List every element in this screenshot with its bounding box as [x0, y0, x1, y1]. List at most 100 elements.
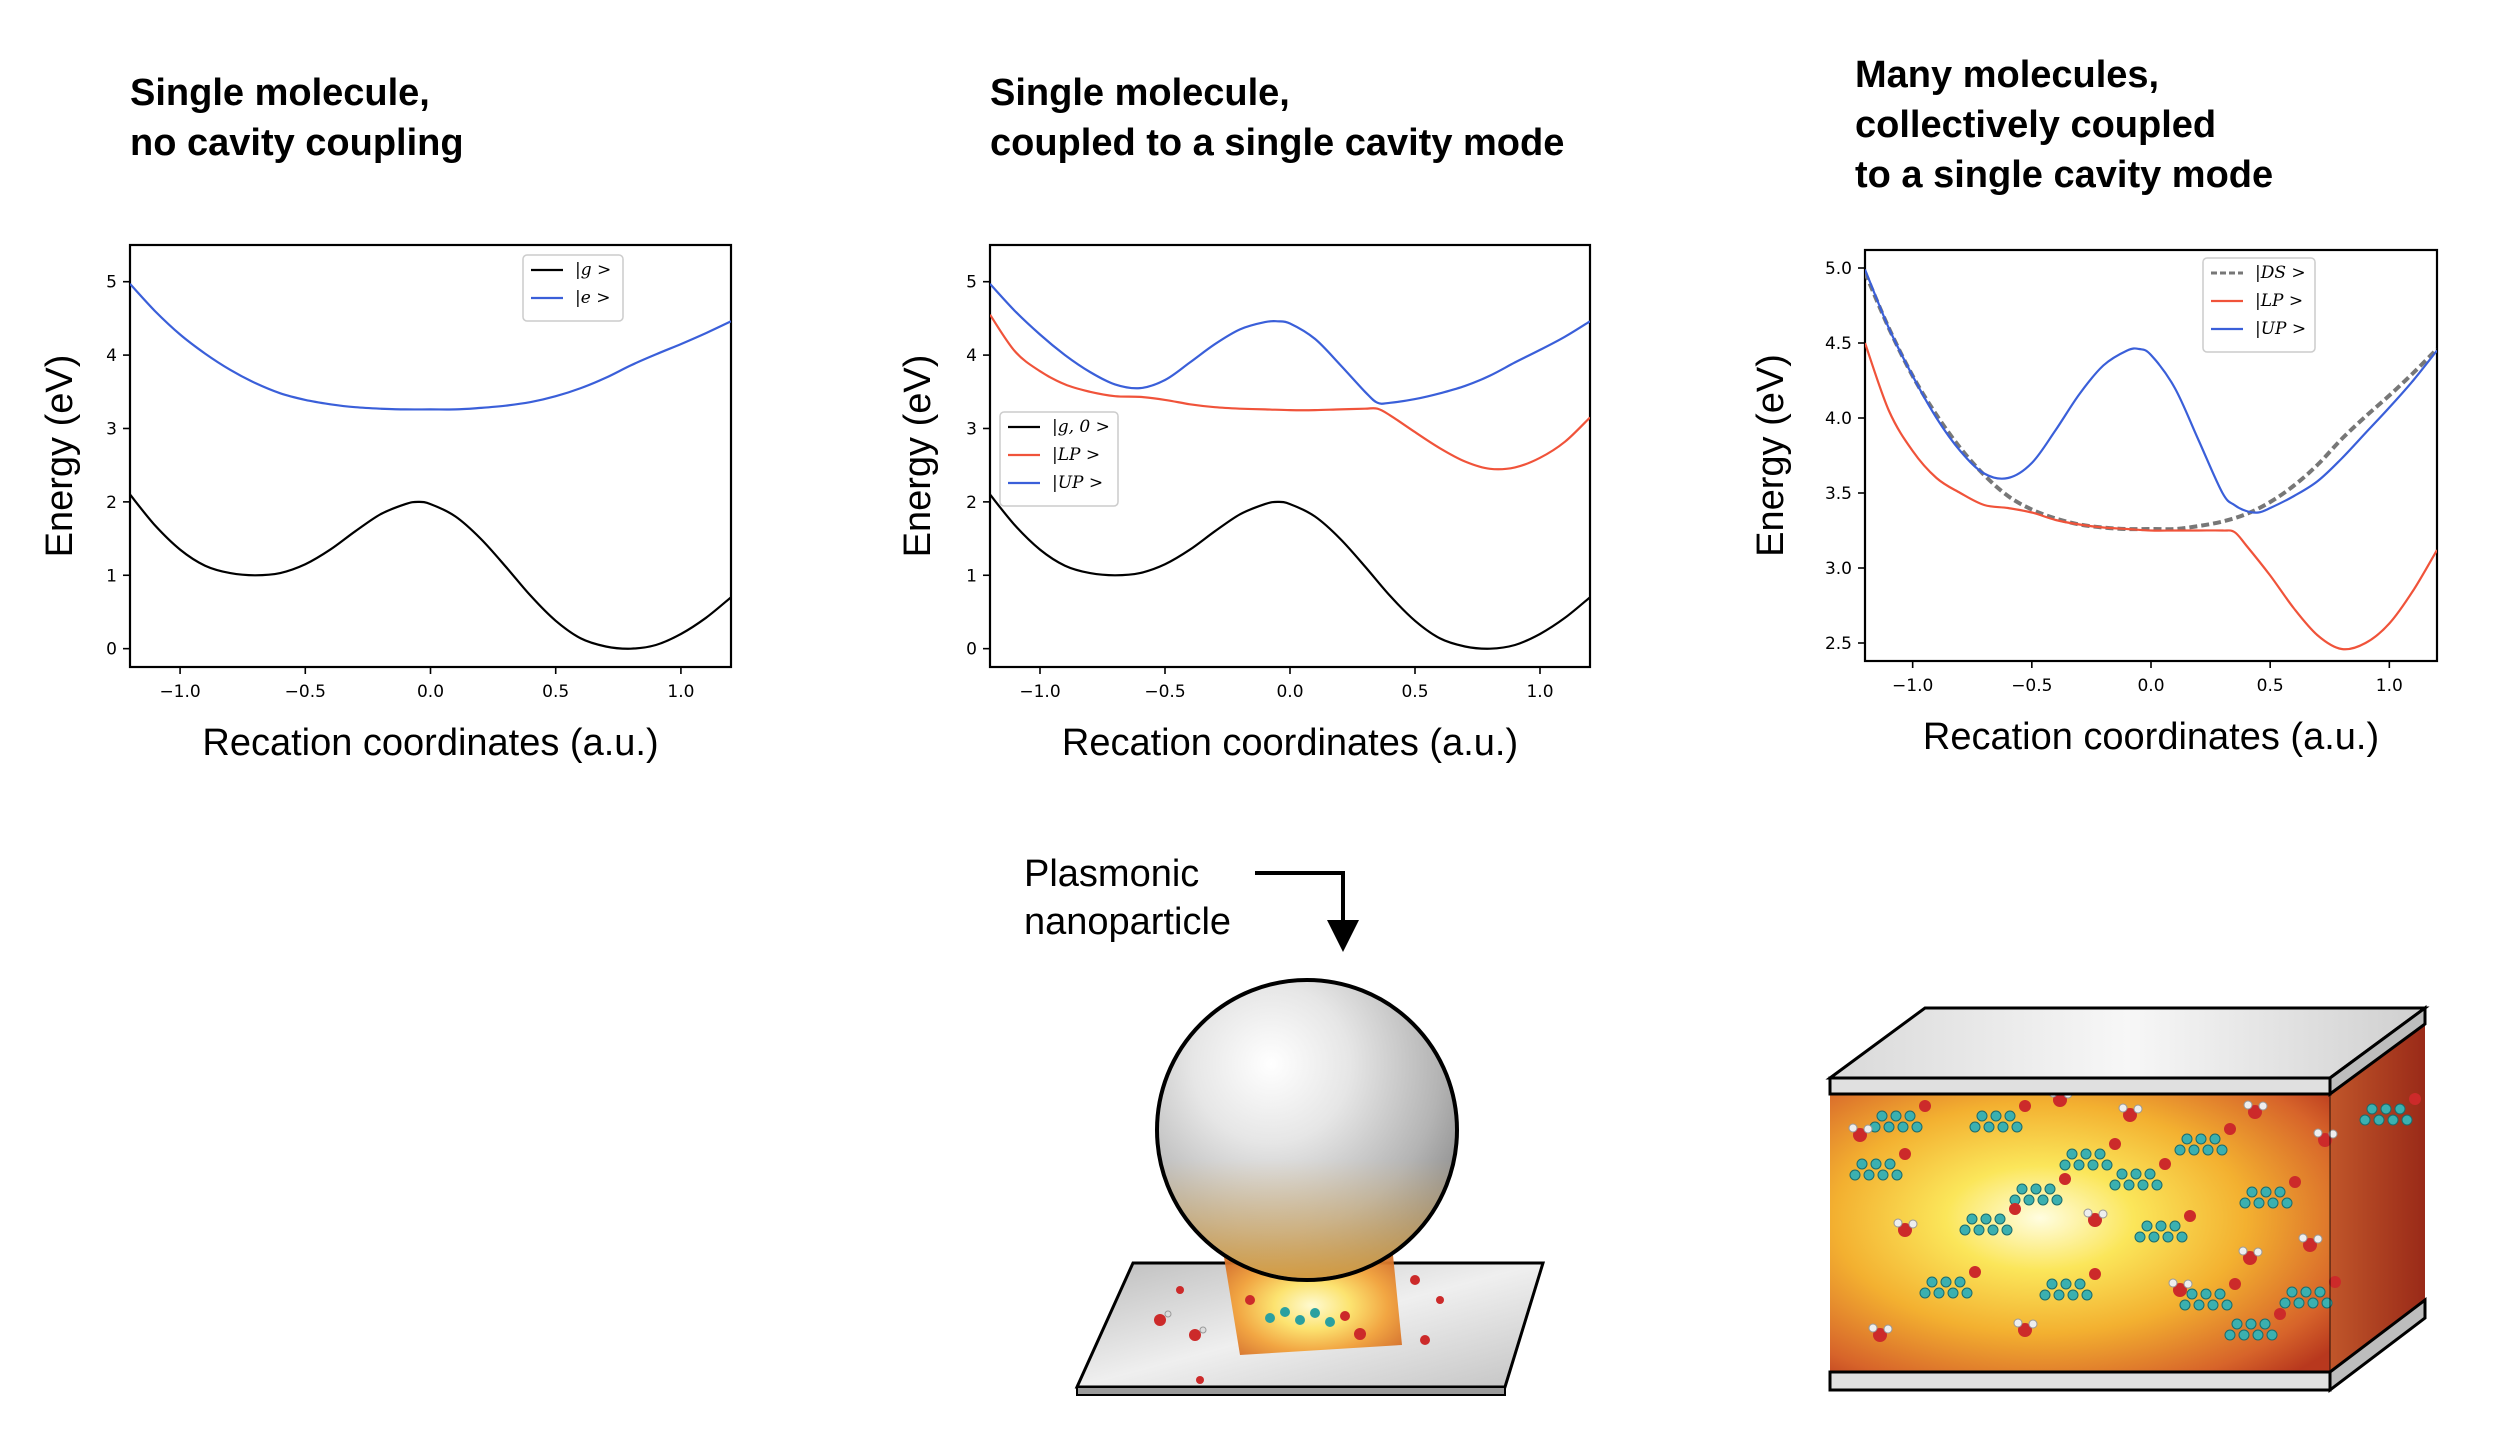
- oxygen-atom: [2109, 1138, 2121, 1150]
- atom: [2174, 1144, 2186, 1156]
- oxygen-atom: [2329, 1276, 2341, 1288]
- panel-title-line: coupled to a single cavity mode: [990, 122, 1565, 164]
- atom: [1877, 1169, 1889, 1181]
- atom: [1891, 1169, 1903, 1181]
- x-tick-label: 0.5: [2257, 676, 2284, 696]
- atom: [2188, 1144, 2200, 1156]
- bottom-mirror-side: [2328, 1296, 2427, 1394]
- oxygen-atom: [2159, 1158, 2171, 1170]
- y-tick-label: 0: [106, 640, 117, 660]
- legend: |g, 0 > |LP > |UP >: [999, 411, 1119, 507]
- oxygen-atom: [2303, 1238, 2317, 1252]
- series-line-1: [130, 493, 731, 650]
- series-line-2: [990, 314, 1590, 471]
- legend-label: |g, 0 >: [1052, 417, 1110, 437]
- atom: [2260, 1186, 2272, 1198]
- panel-title-line: Many molecules,: [1855, 54, 2160, 96]
- panel-title-single-molecule-coupled: Single molecule, coupled to a single cav…: [990, 68, 1564, 168]
- x-tick-label: 0.0: [2137, 676, 2164, 696]
- series-line-2: [1865, 342, 2437, 651]
- x-tick-label: 0.0: [1276, 682, 1303, 702]
- atom: [2094, 1148, 2106, 1160]
- atom: [1884, 1158, 1896, 1170]
- legend-box: [522, 254, 624, 322]
- x-tick-label: 1.0: [667, 682, 694, 702]
- oxygen-atom: [1898, 1223, 1912, 1237]
- atom: [2186, 1288, 2198, 1300]
- hydrogen-atom: [2253, 1247, 2263, 1257]
- atom: [2224, 1329, 2236, 1341]
- atom: [2300, 1286, 2312, 1298]
- y-tick-label: 5: [106, 273, 117, 293]
- atom: [2134, 1231, 2146, 1243]
- water-molecule: [1893, 1218, 1918, 1237]
- oxygen-atom: [2123, 1108, 2137, 1122]
- atom: [2246, 1186, 2258, 1198]
- panel-title-line: no cavity coupling: [130, 122, 464, 164]
- oxygen-atom: [2089, 1268, 2101, 1280]
- atom: [2314, 1286, 2326, 1298]
- atom: [2401, 1114, 2413, 1126]
- hydrogen-atom: [2313, 1234, 2323, 1244]
- substrate-edge: [1076, 1386, 1506, 1396]
- x-tick-label: 0.5: [542, 682, 569, 702]
- legend-label: |e >: [575, 288, 610, 308]
- hydrogen-atom: [2098, 1209, 2108, 1219]
- panel-title-many-molecules: Many molecules, collectively coupled to …: [1855, 50, 2273, 200]
- optical-cavity-illustration: [1825, 1005, 2430, 1394]
- atom: [2074, 1278, 2086, 1290]
- y-tick-label: 2: [966, 493, 977, 513]
- panel-title-line: collectively coupled: [1855, 104, 2217, 146]
- oxygen-atom: [2318, 1133, 2332, 1147]
- atom: [2046, 1278, 2058, 1290]
- atom: [1994, 1213, 2006, 1225]
- water-molecule: [2298, 1233, 2323, 1252]
- legend-label: |LP >: [2255, 291, 2303, 311]
- atom: [1883, 1121, 1895, 1133]
- atom: [2080, 1148, 2092, 1160]
- oxygen-atom: [2229, 1278, 2241, 1290]
- water-molecule: [2168, 1278, 2193, 1297]
- y-axis-label: Energy (eV): [39, 355, 81, 558]
- atom: [1980, 1213, 1992, 1225]
- atom: [2144, 1168, 2156, 1180]
- molecule: [2174, 1123, 2236, 1156]
- atom: [2259, 1318, 2271, 1330]
- atom: [2011, 1121, 2023, 1133]
- y-tick-label: 4.0: [1825, 409, 1852, 429]
- atom: [1987, 1224, 1999, 1236]
- atom: [1959, 1224, 1971, 1236]
- oxygen-atom: [2248, 1105, 2262, 1119]
- series-line-3: [990, 283, 1590, 405]
- plot-frame: [1863, 248, 2439, 663]
- atom: [2060, 1278, 2072, 1290]
- hydrogen-atom: [2238, 1246, 2248, 1256]
- arrow-head-icon: [1327, 920, 1359, 952]
- atom: [1870, 1158, 1882, 1170]
- series-line-1: [1865, 271, 2437, 532]
- atom: [2059, 1159, 2071, 1171]
- series-line-1: [990, 493, 1590, 650]
- panel-title-line: to a single cavity mode: [1855, 154, 2274, 196]
- atom: [2116, 1168, 2128, 1180]
- atom: [2176, 1231, 2188, 1243]
- atom: [2151, 1179, 2163, 1191]
- bottom-mirror-front: [1828, 1370, 2332, 1392]
- water-molecule: [2238, 1246, 2263, 1265]
- x-tick-label: 0.0: [417, 682, 444, 702]
- hydrogen-atom: [2168, 1278, 2178, 1288]
- oxygen-atom: [2018, 1323, 2032, 1337]
- atom: [2123, 1179, 2135, 1191]
- nanoparticle-label: Plasmonic: [1024, 853, 1199, 895]
- hydrogen-atom: [2133, 1104, 2143, 1114]
- molecule: [2279, 1276, 2341, 1309]
- y-axis-label: Energy (eV): [1750, 354, 1792, 557]
- atom: [1897, 1121, 1909, 1133]
- atom: [1849, 1169, 1861, 1181]
- gap-molecules: [1245, 1295, 1366, 1340]
- x-tick-label: 1.0: [1526, 682, 1553, 702]
- x-tick-label: −1.0: [1019, 682, 1060, 702]
- hydrogen-atom: [2118, 1103, 2128, 1113]
- atom: [1973, 1224, 1985, 1236]
